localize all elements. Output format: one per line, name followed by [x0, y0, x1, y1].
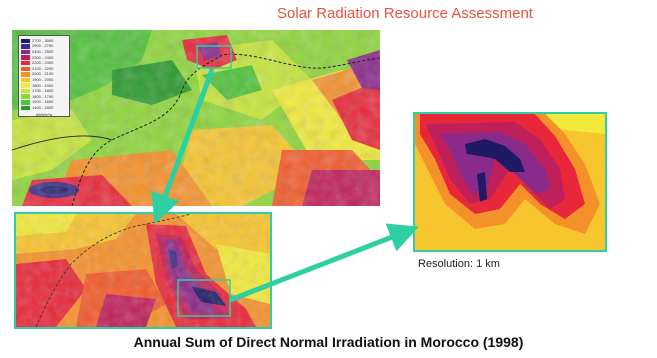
legend-swatch [21, 77, 30, 83]
legend-label: 2200 - 2300 [32, 60, 54, 66]
legend-label: 1400 - 1500 [32, 104, 54, 110]
legend-swatch [21, 55, 30, 60]
legend-entry: 2400 - 2500 [21, 49, 67, 55]
legend-label: 1900 - 2000 [32, 76, 54, 82]
legend-label: 2000 - 2100 [32, 71, 54, 77]
legend-swatch [21, 94, 30, 99]
legend-label: 1500 - 1600 [32, 99, 54, 105]
legend-entry: 1500 - 1600 [21, 100, 67, 106]
legend-label: 2100 - 2200 [32, 65, 54, 71]
legend-label: 1600 - 1700 [32, 93, 54, 99]
legend-swatch [21, 60, 30, 66]
legend-swatch [21, 72, 30, 77]
legend-swatch [21, 105, 30, 111]
legend-entry: 2300 - 2400 [21, 55, 67, 61]
zoom-map-detail [413, 112, 607, 252]
legend-entry: 2000 - 2100 [21, 72, 67, 78]
legend-swatch [21, 44, 30, 49]
legend-entry: 1900 - 2000 [21, 77, 67, 83]
map-caption: Annual Sum of Direct Normal Irradiation … [133, 334, 524, 350]
legend-label: 2400 - 2500 [32, 48, 54, 54]
zoom-map-region [14, 212, 272, 329]
legend-label: 1700 - 1800 [32, 88, 54, 94]
legend-label: 1800 - 1900 [32, 82, 54, 88]
legend-label: 2500 - 2700 [32, 43, 54, 49]
legend-entry: 1400 - 1500 [21, 105, 67, 111]
legend-entry: 2100 - 2200 [21, 66, 67, 72]
legend-entry: 1800 - 1900 [21, 83, 67, 89]
legend-entry: 1700 - 1800 [21, 88, 67, 94]
legend-swatch [21, 88, 30, 94]
legend-swatch [21, 100, 30, 105]
legend-label: 2700 - 3000 [32, 37, 54, 43]
legend-swatch [21, 49, 30, 55]
map-legend: 2700 - 3000 2500 - 2700 2400 - 2500 2300 - … [18, 35, 70, 117]
legend-label: 2300 - 2400 [32, 54, 54, 60]
page-title: Solar Radiation Resource Assessment [277, 5, 533, 22]
legend-entry: 2500 - 2700 [21, 44, 67, 50]
legend-entry: 2200 - 2300 [21, 60, 67, 66]
legend-entry: 1600 - 1700 [21, 94, 67, 100]
legend-swatch [21, 66, 30, 72]
legend-unit: kWh/m²a [36, 111, 52, 117]
legend-swatch [21, 38, 30, 44]
resolution-label: Resolution: 1 km [418, 258, 500, 270]
legend-entry: 2700 - 3000 [21, 38, 67, 44]
legend-swatch [21, 83, 30, 88]
